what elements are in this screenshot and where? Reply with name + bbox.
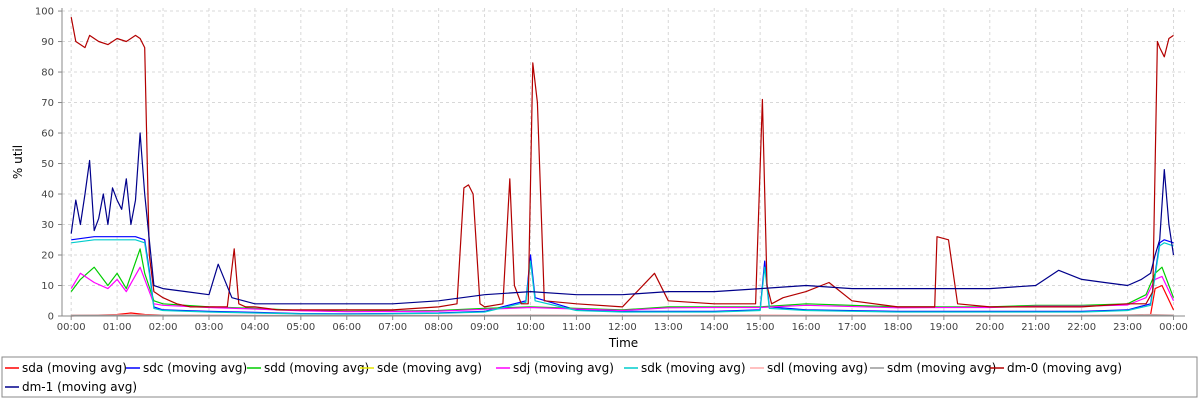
y-tick-label: 90 <box>41 37 54 48</box>
x-tick-label: 12:00 <box>608 322 637 333</box>
x-tick-label: 14:00 <box>700 322 729 333</box>
legend-label: dm-0 (moving avg) <box>1007 361 1122 375</box>
x-tick-label: 22:00 <box>1067 322 1096 333</box>
legend-label: sdj (moving avg) <box>513 361 614 375</box>
legend-label: sdm (moving avg) <box>887 361 996 375</box>
legend-label: sdl (moving avg) <box>767 361 868 375</box>
x-tick-label: 11:00 <box>562 322 591 333</box>
x-tick-label: 07:00 <box>378 322 407 333</box>
y-tick-label: 50 <box>41 159 54 170</box>
legend: sda (moving avg) sdc (moving avg) sdd (mov… <box>1 356 1198 398</box>
x-tick-label: 13:00 <box>654 322 683 333</box>
series-line-8 <box>70 16 1174 311</box>
legend-label: sdk (moving avg) <box>641 361 746 375</box>
x-tick-label: 04:00 <box>240 322 269 333</box>
y-tick-label: 10 <box>41 281 54 292</box>
legend-label: sda (moving avg) <box>22 361 127 375</box>
x-tick-label: 06:00 <box>332 322 361 333</box>
x-axis-title: Time <box>608 336 638 350</box>
x-tick-label: 01:00 <box>103 322 132 333</box>
x-tick-label: 00:00 <box>57 322 86 333</box>
plot-area <box>62 8 1185 316</box>
x-tick-label: 09:00 <box>470 322 499 333</box>
x-tick-label: 03:00 <box>195 322 224 333</box>
x-tick-label: 08:00 <box>424 322 453 333</box>
x-tick-label: 00:00 <box>1159 322 1188 333</box>
x-tick-label: 10:00 <box>516 322 545 333</box>
x-tick-label: 16:00 <box>792 322 821 333</box>
y-axis-title: % util <box>11 145 25 179</box>
y-tick-label: 40 <box>41 190 54 201</box>
y-tick-label: 70 <box>41 98 54 109</box>
y-tick-label: 100 <box>35 7 54 18</box>
legend-label: sdc (moving avg) <box>143 361 247 375</box>
x-tick-label: 15:00 <box>746 322 775 333</box>
series-line-4 <box>70 266 1175 313</box>
x-tick-label: 23:00 <box>1113 322 1142 333</box>
series-line-5 <box>71 239 1174 315</box>
y-tick-label: 0 <box>48 312 54 323</box>
legend-label: sdd (moving avg) <box>264 361 369 375</box>
y-tick-label: 30 <box>41 220 54 231</box>
x-tick-label: 02:00 <box>149 322 178 333</box>
legend-label: dm-1 (moving avg) <box>22 380 137 394</box>
y-tick-label: 80 <box>41 68 54 79</box>
y-tick-label: 60 <box>41 129 54 140</box>
x-tick-label: 18:00 <box>884 322 913 333</box>
legend-box <box>1 356 1198 398</box>
x-tick-label: 21:00 <box>1021 322 1050 333</box>
axes <box>58 8 1185 320</box>
x-tick-label: 17:00 <box>838 322 867 333</box>
series-line-9 <box>70 132 1175 305</box>
tick-labels: 0 10 20 30 40 50 60 70 80 90 100 00:00 01:00 02:00 03:… <box>35 7 1188 333</box>
x-tick-label: 20:00 <box>975 322 1004 333</box>
x-tick-label: 05:00 <box>286 322 315 333</box>
legend-label: sde (moving avg) <box>377 361 482 375</box>
y-tick-label: 20 <box>41 251 54 262</box>
series-line-2 <box>70 248 1175 312</box>
x-tick-label: 19:00 <box>929 322 958 333</box>
